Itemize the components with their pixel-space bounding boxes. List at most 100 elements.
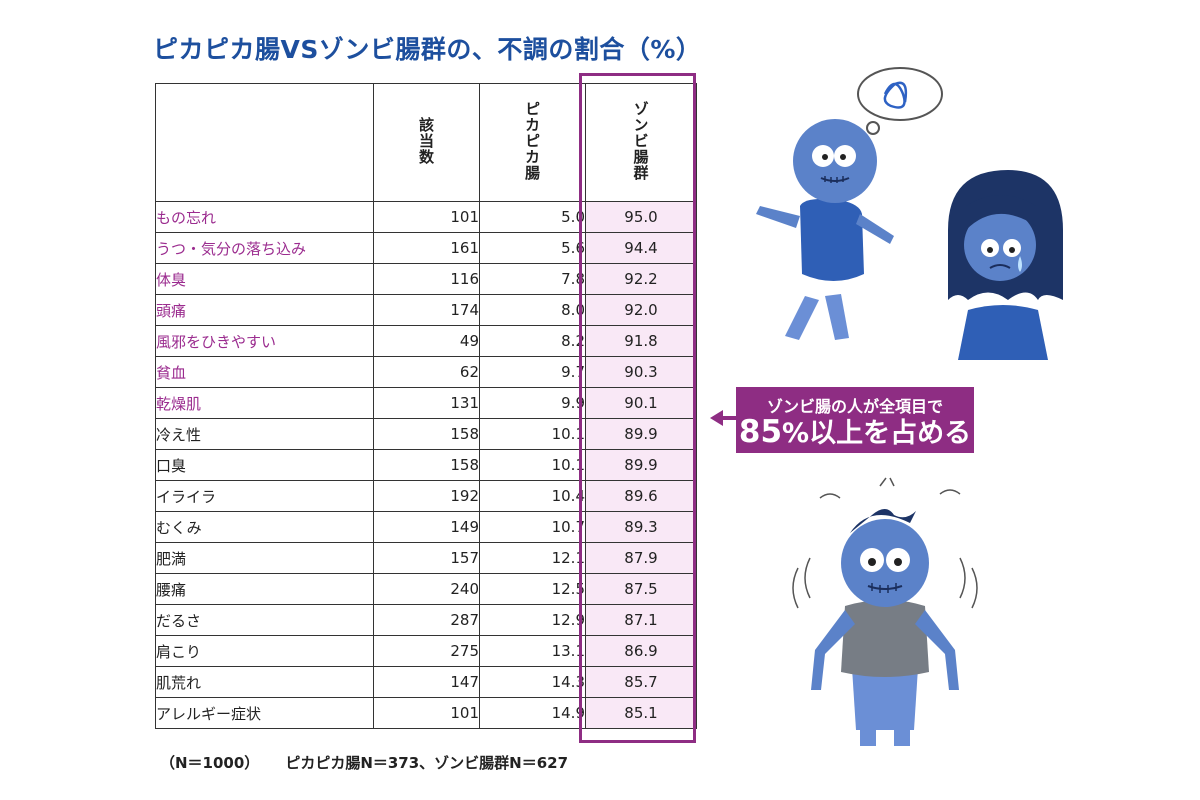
header-symptom bbox=[155, 83, 374, 202]
symptom-cell: 腰痛 bbox=[155, 573, 374, 605]
zombie-cell: 94.4 bbox=[585, 232, 697, 264]
sample-size-note: （N＝1000） ピカピカ腸N＝373、ゾンビ腸群N＝627 bbox=[160, 752, 568, 773]
symptom-cell: 貧血 bbox=[155, 356, 374, 388]
table-row: 貧血 62 9.7 90.3 bbox=[155, 356, 697, 388]
table-row: もの忘れ 101 5.0 95.0 bbox=[155, 201, 697, 233]
pika-cell: 8.0 bbox=[479, 294, 586, 326]
count-cell: 174 bbox=[373, 294, 480, 326]
count-cell: 101 bbox=[373, 201, 480, 233]
count-cell: 275 bbox=[373, 635, 480, 667]
count-cell: 49 bbox=[373, 325, 480, 357]
pika-cell: 12.9 bbox=[479, 604, 586, 636]
table-row: 口臭 158 10.1 89.9 bbox=[155, 449, 697, 481]
header-zombie: ゾンビ腸群 bbox=[585, 83, 697, 202]
pika-cell: 10.1 bbox=[479, 418, 586, 450]
count-cell: 147 bbox=[373, 666, 480, 698]
count-cell: 161 bbox=[373, 232, 480, 264]
count-cell: 287 bbox=[373, 604, 480, 636]
count-cell: 157 bbox=[373, 542, 480, 574]
zombie-shivering-icon bbox=[792, 477, 978, 746]
symptom-cell: むくみ bbox=[155, 511, 374, 543]
symptom-cell: 乾燥肌 bbox=[155, 387, 374, 419]
table-row: 風邪をひきやすい 49 8.2 91.8 bbox=[155, 325, 697, 357]
callout-line2: 85%以上を占める bbox=[736, 417, 974, 449]
zombie-cell: 92.2 bbox=[585, 263, 697, 295]
symptom-cell: うつ・気分の落ち込み bbox=[155, 232, 374, 264]
total-sample-label: （N＝1000） bbox=[160, 754, 260, 772]
symptom-table: 該当数 ピカピカ腸 ゾンビ腸群 もの忘れ 101 5.0 95.0 うつ・気分の落ち込み… bbox=[155, 83, 697, 729]
table-row: 腰痛 240 12.5 87.5 bbox=[155, 573, 697, 605]
pika-cell: 5.6 bbox=[479, 232, 586, 264]
symptom-cell: 肩こり bbox=[155, 635, 374, 667]
table-row: イライラ 192 10.4 89.6 bbox=[155, 480, 697, 512]
symptom-cell: 風邪をひきやすい bbox=[155, 325, 374, 357]
pika-cell: 9.9 bbox=[479, 387, 586, 419]
count-cell: 116 bbox=[373, 263, 480, 295]
table-body: もの忘れ 101 5.0 95.0 うつ・気分の落ち込み 161 5.6 94.4 体臭 116 7… bbox=[155, 201, 697, 729]
pika-cell: 8.2 bbox=[479, 325, 586, 357]
group-sample-label: ピカピカ腸N＝373、ゾンビ腸群N＝627 bbox=[285, 754, 569, 772]
symptom-cell: 口臭 bbox=[155, 449, 374, 481]
zombie-cell: 89.6 bbox=[585, 480, 697, 512]
count-cell: 192 bbox=[373, 480, 480, 512]
zombie-cell: 89.9 bbox=[585, 418, 697, 450]
table-row: むくみ 149 10.7 89.3 bbox=[155, 511, 697, 543]
zombie-cell: 89.3 bbox=[585, 511, 697, 543]
symptom-cell: 冷え性 bbox=[155, 418, 374, 450]
count-cell: 240 bbox=[373, 573, 480, 605]
callout-number: 85 bbox=[738, 414, 783, 450]
zombie-cell: 91.8 bbox=[585, 325, 697, 357]
pika-cell: 13.1 bbox=[479, 635, 586, 667]
zombie-walking-icon bbox=[756, 67, 943, 340]
pika-cell: 7.8 bbox=[479, 263, 586, 295]
symptom-cell: イライラ bbox=[155, 480, 374, 512]
count-cell: 62 bbox=[373, 356, 480, 388]
symptom-cell: 肥満 bbox=[155, 542, 374, 574]
count-cell: 158 bbox=[373, 418, 480, 450]
zombie-cell: 87.5 bbox=[585, 573, 697, 605]
symptom-cell: 肌荒れ bbox=[155, 666, 374, 698]
header-count: 該当数 bbox=[373, 83, 480, 202]
table-row: 肌荒れ 147 14.3 85.7 bbox=[155, 666, 697, 698]
count-cell: 131 bbox=[373, 387, 480, 419]
pika-cell: 14.3 bbox=[479, 666, 586, 698]
callout-arrow-icon bbox=[710, 410, 723, 426]
zombie-cell: 90.1 bbox=[585, 387, 697, 419]
pika-cell: 12.1 bbox=[479, 542, 586, 574]
header-pika: ピカピカ腸 bbox=[479, 83, 586, 202]
count-cell: 158 bbox=[373, 449, 480, 481]
zombie-cell: 95.0 bbox=[585, 201, 697, 233]
zombie-cell: 85.1 bbox=[585, 697, 697, 729]
pika-cell: 12.5 bbox=[479, 573, 586, 605]
symptom-cell: だるさ bbox=[155, 604, 374, 636]
table-row: 体臭 116 7.8 92.2 bbox=[155, 263, 697, 295]
pika-cell: 5.0 bbox=[479, 201, 586, 233]
zombie-crying-icon bbox=[948, 170, 1063, 360]
symptom-cell: もの忘れ bbox=[155, 201, 374, 233]
symptom-cell: 頭痛 bbox=[155, 294, 374, 326]
table-row: うつ・気分の落ち込み 161 5.6 94.4 bbox=[155, 232, 697, 264]
callout-line2-rest: %以上を占める bbox=[782, 418, 972, 449]
zombie-cell: 90.3 bbox=[585, 356, 697, 388]
pika-cell: 10.4 bbox=[479, 480, 586, 512]
pika-cell: 10.1 bbox=[479, 449, 586, 481]
callout-box: ゾンビ腸の人が全項目で 85%以上を占める bbox=[736, 387, 974, 453]
pika-cell: 9.7 bbox=[479, 356, 586, 388]
table-row: だるさ 287 12.9 87.1 bbox=[155, 604, 697, 636]
table-header-row: 該当数 ピカピカ腸 ゾンビ腸群 bbox=[155, 83, 697, 202]
table-row: 頭痛 174 8.0 92.0 bbox=[155, 294, 697, 326]
pika-cell: 10.7 bbox=[479, 511, 586, 543]
zombie-cell: 92.0 bbox=[585, 294, 697, 326]
chart-title: ピカピカ腸VSゾンビ腸群の、不調の割合（%） bbox=[153, 35, 702, 64]
zombie-cell: 87.9 bbox=[585, 542, 697, 574]
zombie-cell: 89.9 bbox=[585, 449, 697, 481]
table-row: 肩こり 275 13.1 86.9 bbox=[155, 635, 697, 667]
zombie-cell: 86.9 bbox=[585, 635, 697, 667]
callout-line1: ゾンビ腸の人が全項目で bbox=[766, 397, 943, 416]
zombie-cell: 87.1 bbox=[585, 604, 697, 636]
count-cell: 101 bbox=[373, 697, 480, 729]
symptom-cell: アレルギー症状 bbox=[155, 697, 374, 729]
count-cell: 149 bbox=[373, 511, 480, 543]
table-row: 冷え性 158 10.1 89.9 bbox=[155, 418, 697, 450]
table-row: アレルギー症状 101 14.9 85.1 bbox=[155, 697, 697, 729]
